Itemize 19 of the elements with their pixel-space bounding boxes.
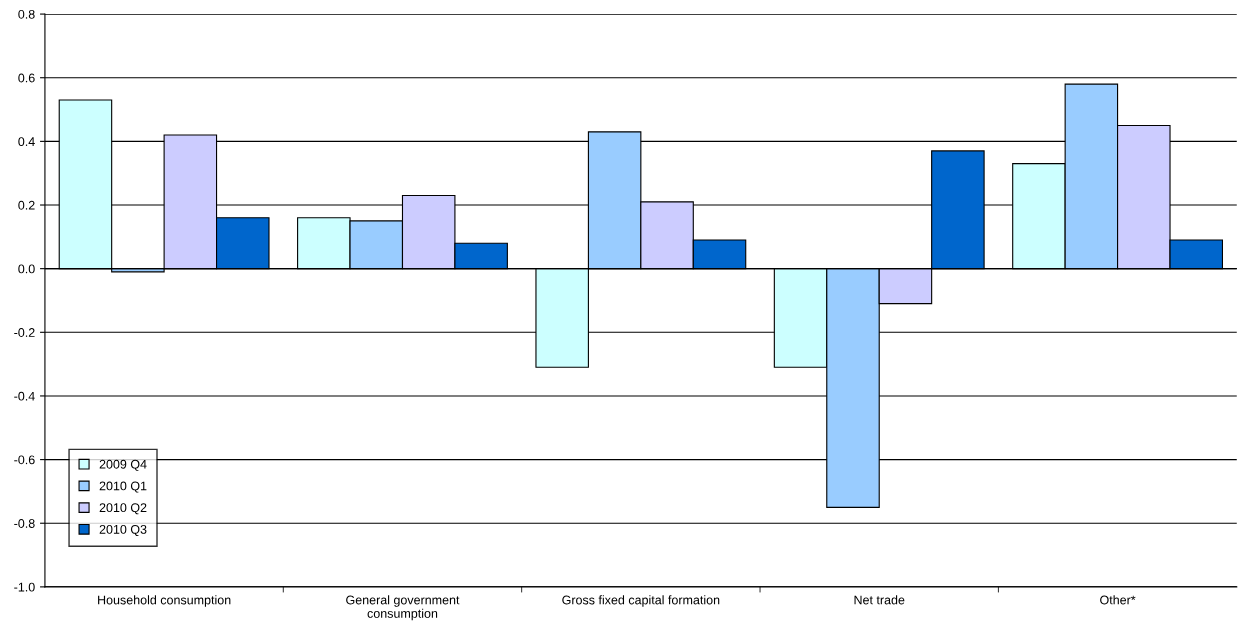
y-tick-label: -0.2 <box>14 328 35 337</box>
y-tick-label: 0.8 <box>18 9 35 19</box>
x-tick-label: Gross fixed capital formation <box>562 595 720 607</box>
y-tick-label: -1.0 <box>14 582 35 592</box>
y-tick-label: 0.2 <box>18 200 35 210</box>
x-tick-label: General government consumption <box>346 595 460 621</box>
legend-label: 2010 Q3 <box>99 524 147 537</box>
legend-label: 2009 Q4 <box>99 459 147 471</box>
legend-label: 2010 Q1 <box>99 481 147 493</box>
x-tick-label: Household consumption <box>98 595 231 607</box>
x-tick-label: Other* <box>1100 595 1136 605</box>
y-tick-label: -0.6 <box>14 455 35 465</box>
y-tick-label: -0.8 <box>14 519 35 528</box>
x-tick-label: Net trade <box>854 595 905 605</box>
y-tick-label: 0.0 <box>18 264 35 274</box>
y-tick-label: 0.6 <box>18 73 35 83</box>
y-tick-label: -0.4 <box>14 391 35 401</box>
legend-label: 2010 Q2 <box>99 503 147 515</box>
y-tick-label: 0.4 <box>18 137 35 147</box>
